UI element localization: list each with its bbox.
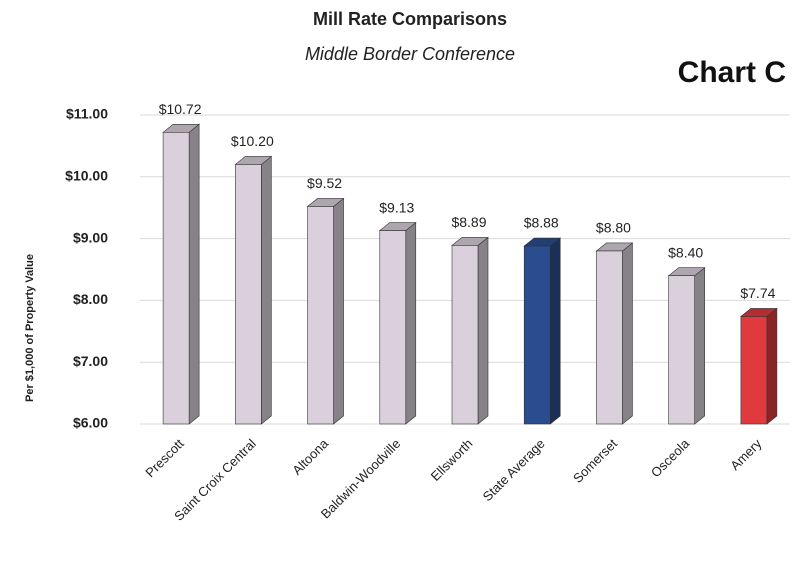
y-tick-label: $8.00 (73, 291, 108, 307)
value-label: $10.20 (231, 133, 274, 149)
bar-side (549, 237, 561, 425)
y-tick-label: $6.00 (73, 415, 108, 431)
y-tick-label: $9.00 (73, 229, 108, 245)
x-tick-label: Ellsworth (428, 436, 476, 484)
value-label: $8.88 (524, 215, 559, 231)
x-tick-label: Prescott (142, 436, 187, 481)
value-label: $8.80 (596, 220, 631, 236)
y-tick-label: $10.00 (65, 168, 108, 184)
bar-side (766, 307, 778, 425)
bar (307, 206, 334, 425)
x-tick-label: State Average (480, 436, 548, 504)
value-label: $8.89 (451, 214, 486, 230)
bar-side (694, 267, 705, 425)
chart-subtitle: Middle Border Conference (305, 44, 515, 64)
chart-title: Mill Rate Comparisons (313, 9, 507, 29)
bar (451, 245, 479, 425)
y-tick-label: $11.00 (66, 106, 108, 122)
y-axis-label: Per $1,000 of Property Value (24, 254, 36, 402)
x-tick-label: Somerset (570, 436, 620, 486)
bar (379, 230, 407, 425)
y-tick-label: $7.00 (73, 353, 108, 369)
bar (740, 316, 768, 425)
bar-side (622, 242, 633, 425)
value-label: $8.40 (668, 244, 703, 260)
bar (596, 250, 623, 425)
x-tick-label: Osceola (648, 435, 693, 480)
bar-side (333, 197, 344, 425)
value-label: $9.13 (379, 199, 414, 215)
value-label: $9.52 (307, 175, 342, 191)
annotation: Chart C (678, 56, 786, 89)
x-tick-label: Saint Croix Central (171, 436, 259, 524)
value-label: $7.74 (740, 285, 775, 301)
x-tick-label: Amery (727, 436, 765, 474)
bar-side (188, 123, 200, 425)
bar-side (261, 155, 272, 425)
bar-side (477, 236, 489, 425)
value-label: $10.72 (159, 101, 202, 117)
x-tick-label: Altoona (289, 435, 331, 477)
bar (235, 164, 262, 425)
bar (523, 245, 551, 425)
bar-side (405, 221, 417, 425)
bar (668, 275, 695, 425)
x-tick-label: Baldwin-Woodville (318, 436, 404, 522)
bar (162, 132, 190, 425)
